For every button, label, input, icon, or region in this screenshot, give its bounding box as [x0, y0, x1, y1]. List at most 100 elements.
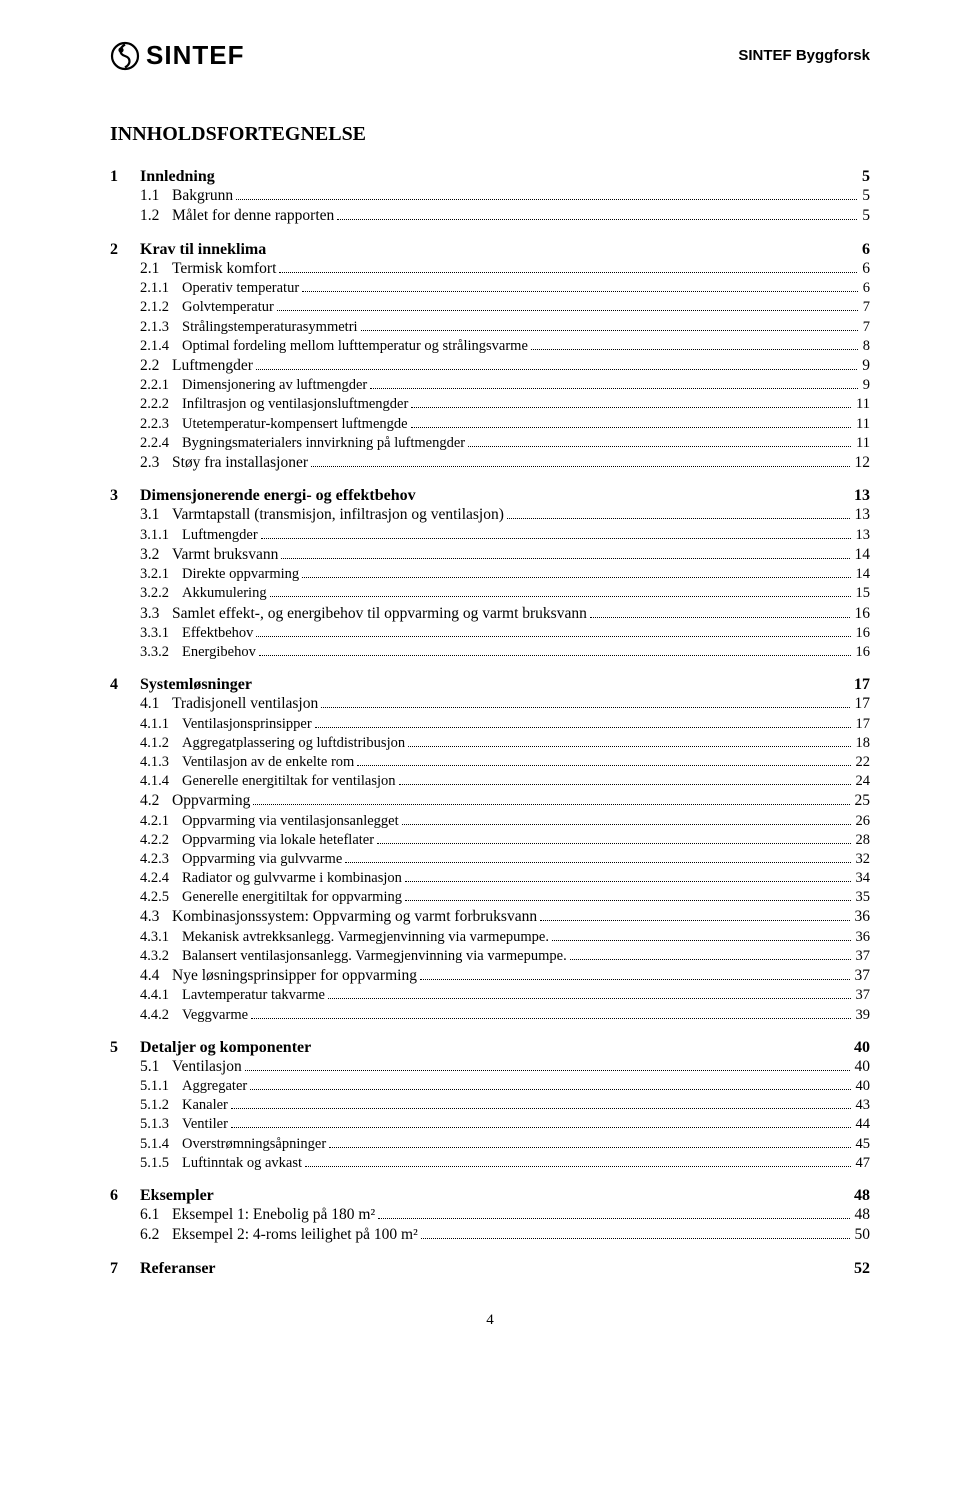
toc-subsection: 4.4.1Lavtemperatur takvarme 37: [140, 986, 870, 1005]
toc-entry-number: 4.4.1: [140, 986, 182, 1005]
toc-entry-page: 6: [861, 279, 870, 298]
table-of-contents: 1Innledning51.1Bakgrunn51.2Målet for den…: [110, 168, 870, 1278]
toc-chapter-number: 5: [110, 1039, 140, 1057]
toc-entry-number: 6.2: [140, 1225, 172, 1245]
toc-entry-number: 2.1.2: [140, 298, 182, 317]
toc-entry-title: Varmtapstall (transmisjon, infiltrasjon …: [172, 505, 504, 525]
toc-subsection: 3.2.2Akkumulering15: [140, 584, 870, 603]
toc-entry-title: Luftmengder: [172, 356, 253, 376]
toc-entry-page: 26: [854, 812, 871, 831]
toc-entry-page: 8: [861, 337, 870, 356]
toc-chapter: 2Krav til inneklima6: [110, 241, 870, 259]
toc-subsection: 4.1.3Ventilasjon av de enkelte rom22: [140, 753, 870, 772]
toc-chapter-title: Detaljer og komponenter: [140, 1039, 311, 1057]
toc-entry-page: 13: [853, 505, 871, 525]
toc-entry-page: 47: [854, 1154, 871, 1173]
toc-entry-page: 36: [854, 928, 871, 947]
toc-entry-number: 3.2.2: [140, 584, 182, 603]
toc-entry-number: 4.1.4: [140, 772, 182, 791]
toc-subsection: 2.2.3Utetemperatur-kompensert luftmengde…: [140, 415, 870, 434]
toc-subsection: 2.1.4Optimal fordeling mellom lufttemper…: [140, 337, 870, 356]
toc-leader: [315, 716, 851, 728]
toc-entry-title: Luftmengder: [182, 526, 258, 545]
toc-chapter-number: 3: [110, 487, 140, 505]
header-right-text: SINTEF Byggforsk: [738, 47, 870, 64]
toc-entry-number: 5.1.1: [140, 1077, 182, 1096]
toc-chapter-title: Dimensjonerende energi- og effektbehov: [140, 487, 416, 505]
toc-subsection: 4.1.4Generelle energitiltak for ventilas…: [140, 772, 870, 791]
toc-entry-title: Ventiler: [182, 1115, 228, 1134]
toc-entry-number: 2.2.3: [140, 415, 182, 434]
toc-entry-page: 48: [853, 1205, 871, 1225]
toc-entry-page: 13: [854, 526, 871, 545]
toc-chapter: 6Eksempler48: [110, 1187, 870, 1205]
toc-section: 4.1Tradisjonell ventilasjon17: [140, 694, 870, 714]
toc-section: 3.3Samlet effekt-, og energibehov til op…: [140, 604, 870, 624]
toc-leader: [590, 605, 850, 617]
toc-subsection: 2.1.1Operativ temperatur6: [140, 279, 870, 298]
toc-entry-number: 3.3.1: [140, 624, 182, 643]
toc-leader: [253, 793, 849, 805]
toc-subsection: 4.1.2Aggregatplassering og luftdistribus…: [140, 734, 870, 753]
toc-entry-page: 14: [853, 545, 871, 565]
toc-entry-title: Akkumulering: [182, 584, 267, 603]
toc-subsection: 2.2.2Infiltrasjon og ventilasjonsluftmen…: [140, 395, 870, 414]
toc-entry-page: 24: [854, 772, 871, 791]
toc-entry-title: Samlet effekt-, og energibehov til oppva…: [172, 604, 587, 624]
toc-leader: [321, 696, 849, 708]
toc-entry-title: Varmt bruksvann: [172, 545, 278, 565]
toc-entry-number: 2.2.2: [140, 395, 182, 414]
toc-entry-page: 35: [854, 888, 871, 907]
toc-chapter-page: 17: [848, 676, 870, 694]
toc-entry-title: Eksempel 2: 4-roms leilighet på 100 m²: [172, 1225, 418, 1245]
toc-entry-number: 6.1: [140, 1205, 172, 1225]
toc-entry-page: 32: [854, 850, 871, 869]
toc-entry-page: 37: [854, 986, 871, 1005]
toc-chapter-page: 6: [856, 241, 870, 259]
toc-subsection: 4.2.2Oppvarming via lokale heteflater28: [140, 831, 870, 850]
toc-entry-page: 5: [860, 186, 870, 206]
logo-text: SINTEF: [146, 40, 244, 71]
toc-leader: [411, 416, 851, 428]
toc-leader: [531, 338, 858, 350]
toc-section: 1.2Målet for denne rapporten5: [140, 206, 870, 226]
toc-leader: [337, 208, 857, 220]
toc-entry-number: 2.2.1: [140, 376, 182, 395]
toc-entry-title: Eksempel 1: Enebolig på 180 m²: [172, 1205, 375, 1225]
toc-leader: [540, 909, 849, 921]
toc-entry-title: Radiator og gulvvarme i kombinasjon: [182, 869, 402, 888]
toc-leader: [570, 948, 851, 960]
toc-entry-title: Oppvarming via lokale heteflater: [182, 831, 374, 850]
toc-chapter: 5Detaljer og komponenter40: [110, 1039, 870, 1057]
toc-leader: [507, 507, 850, 519]
toc-entry-title: Strålingstemperaturasymmetri: [182, 318, 358, 337]
toc-entry-title: Lavtemperatur takvarme: [182, 986, 325, 1005]
toc-entry-page: 16: [854, 643, 871, 662]
toc-entry-title: Overstrømningsåpninger: [182, 1135, 326, 1154]
toc-subsection: 4.2.4Radiator og gulvvarme i kombinasjon…: [140, 869, 870, 888]
toc-leader: [357, 754, 850, 766]
toc-subsection: 4.1.1Ventilasjonsprinsipper17: [140, 715, 870, 734]
toc-entry-page: 17: [854, 715, 871, 734]
toc-leader: [328, 988, 851, 1000]
toc-subsection: 2.2.4Bygningsmaterialers innvirkning på …: [140, 434, 870, 453]
toc-chapter: 7Referanser52: [110, 1260, 870, 1278]
toc-entry-page: 44: [854, 1115, 871, 1134]
toc-subsection: 2.1.2Golvtemperatur7: [140, 298, 870, 317]
toc-subsection: 5.1.3Ventiler44: [140, 1115, 870, 1134]
toc-entry-title: Infiltrasjon og ventilasjonsluftmengder: [182, 395, 408, 414]
toc-entry-page: 16: [854, 624, 871, 643]
toc-entry-page: 11: [854, 415, 870, 434]
toc-entry-page: 12: [853, 453, 871, 473]
toc-entry-number: 2.1.4: [140, 337, 182, 356]
logo: SINTEF: [110, 40, 244, 71]
toc-entry-title: Oppvarming: [172, 791, 250, 811]
toc-entry-title: Veggvarme: [182, 1006, 248, 1025]
toc-entry-title: Termisk komfort: [172, 259, 276, 279]
toc-entry-number: 3.3.2: [140, 643, 182, 662]
toc-entry-title: Målet for denne rapporten: [172, 206, 334, 226]
toc-leader: [251, 1007, 850, 1019]
toc-leader: [468, 435, 851, 447]
toc-entry-number: 4.1.3: [140, 753, 182, 772]
toc-subsection: 2.1.3Strålingstemperaturasymmetri7: [140, 318, 870, 337]
